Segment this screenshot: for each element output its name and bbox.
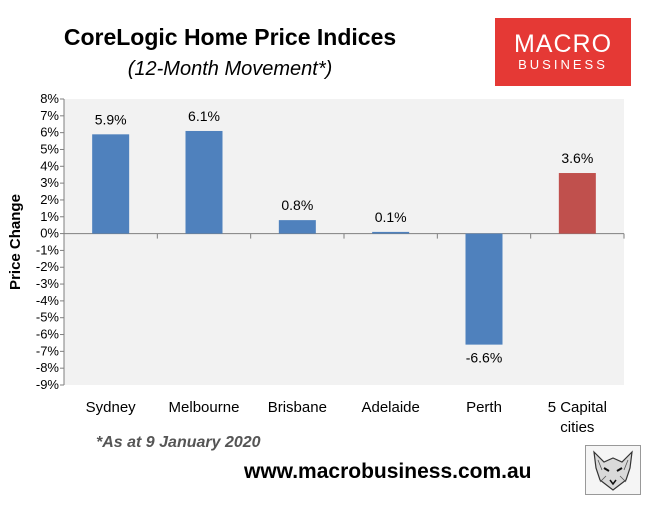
- y-tick-label: 2%: [40, 192, 59, 207]
- y-tick-label: -1%: [36, 242, 60, 257]
- bar: [558, 173, 596, 234]
- footnote: *As at 9 January 2020: [96, 434, 261, 451]
- bar: [92, 134, 130, 234]
- y-tick-label: 8%: [40, 91, 59, 106]
- bar: [465, 233, 503, 345]
- data-label: 0.8%: [281, 197, 313, 213]
- x-tick-label: Sydney: [86, 399, 137, 416]
- website-url: www.macrobusiness.com.au: [244, 460, 532, 483]
- y-tick-label: 7%: [40, 108, 59, 123]
- data-label: -6.6%: [466, 350, 503, 366]
- x-tick-label: cities: [560, 419, 594, 436]
- data-label: 5.9%: [95, 111, 127, 127]
- x-tick-label: Melbourne: [169, 399, 240, 416]
- data-label: 6.1%: [188, 108, 220, 124]
- y-tick-label: 4%: [40, 158, 59, 173]
- y-tick-label: -7%: [36, 343, 60, 358]
- y-tick-label: -6%: [36, 327, 60, 342]
- y-tick-label: 6%: [40, 125, 59, 140]
- y-tick-label: -8%: [36, 360, 60, 375]
- y-tick-label: 1%: [40, 209, 59, 224]
- y-tick-label: 5%: [40, 141, 59, 156]
- data-label: 3.6%: [561, 150, 593, 166]
- chart-title: CoreLogic Home Price Indices: [63, 24, 397, 50]
- bar: [185, 130, 223, 234]
- y-tick-label: -3%: [36, 276, 60, 291]
- x-tick-label: Perth: [466, 399, 502, 416]
- logo-line-1: MACRO: [513, 30, 613, 58]
- x-tick-label: Brisbane: [268, 399, 327, 416]
- x-tick-label: 5 Capital: [548, 399, 607, 416]
- y-tick-label: -2%: [36, 259, 60, 274]
- plot-area: [64, 99, 624, 385]
- logo-line-2: BUSINESS: [518, 57, 608, 72]
- y-tick-label: 3%: [40, 175, 59, 190]
- wolf-icon: [585, 445, 641, 495]
- macrobusiness-logo: MACRO BUSINESS: [495, 18, 631, 86]
- chart-subtitle: (12-Month Movement*): [127, 58, 333, 80]
- bar: [372, 231, 410, 234]
- y-tick-label: 0%: [40, 226, 59, 241]
- x-tick-label: Adelaide: [361, 399, 419, 416]
- y-tick-label: -9%: [36, 377, 60, 392]
- y-axis-title: Price Change: [7, 194, 24, 290]
- y-tick-label: -5%: [36, 310, 60, 325]
- bar: [278, 220, 316, 234]
- data-label: 0.1%: [375, 209, 407, 225]
- y-tick-label: -4%: [36, 293, 60, 308]
